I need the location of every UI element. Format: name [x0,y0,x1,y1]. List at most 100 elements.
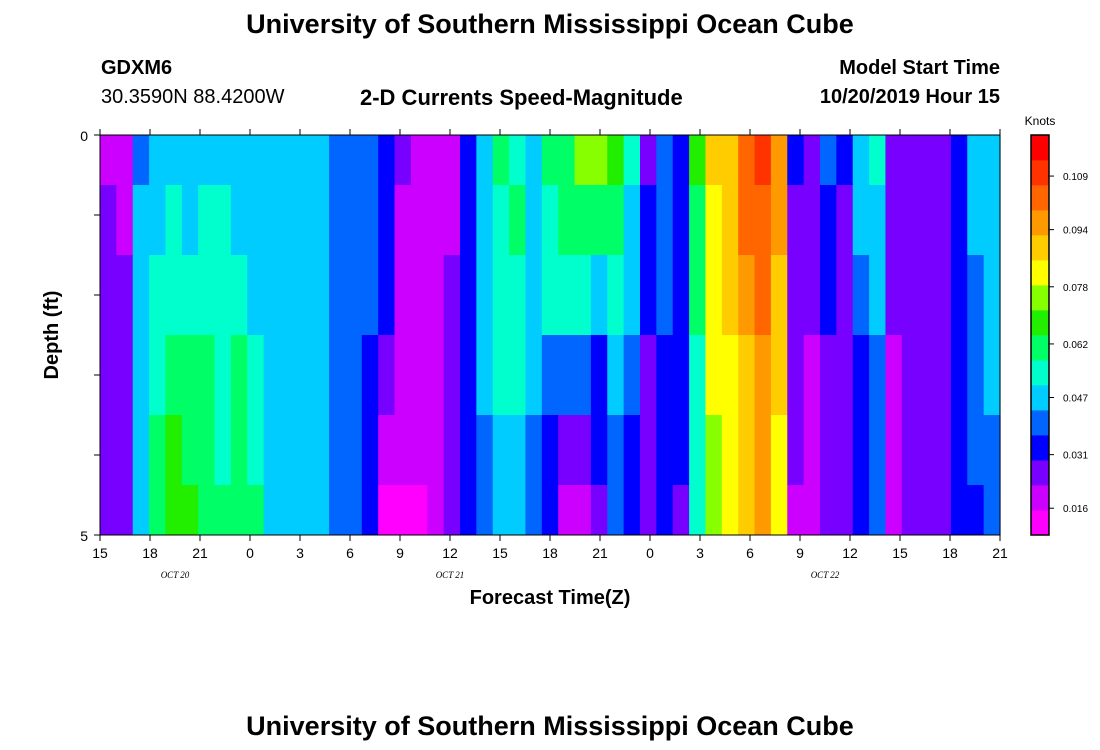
heatmap-cell [198,335,216,416]
heatmap-cell [967,485,985,536]
heatmap-cell [149,255,167,336]
heatmap-cell [361,135,379,186]
heatmap-cell [247,255,265,336]
heatmap-cell [198,415,216,486]
heatmap-cell [492,415,510,486]
heatmap-cell [460,255,477,336]
heatmap-cell [918,255,936,336]
heatmap-cell [836,335,854,416]
heatmap-cell [280,335,297,416]
heatmap-cell [787,335,805,416]
heatmap-cell [721,135,739,186]
heatmap-cell [263,185,281,256]
colorbar-swatch [1031,360,1049,386]
heatmap-cell [705,485,723,536]
heatmap-cell [296,135,314,186]
heatmap-cell [934,335,952,416]
colorbar-swatch [1031,285,1049,311]
heatmap-cell [116,485,134,536]
heatmap-cell [443,255,461,336]
heatmap-cell [934,255,952,336]
heatmap-cell [263,485,281,536]
heatmap-cell [525,135,543,186]
heatmap-cell [230,335,248,416]
heatmap-cell [836,135,854,186]
heatmap-cell [574,415,592,486]
heatmap-cell [345,185,363,256]
heatmap-cell [672,485,690,536]
x-tick-label: 12 [842,545,858,561]
colorbar-swatch [1031,510,1049,536]
heatmap-cell [541,335,559,416]
heatmap-cell [754,415,772,486]
heatmap-cell [427,415,445,486]
heatmap-cell [312,335,330,416]
heatmap-cell [950,415,968,486]
heatmap-cell [214,255,232,336]
heatmap-cell [590,185,608,256]
heatmap-cell [656,335,674,416]
heatmap-cell [476,185,494,256]
heatmap-cell [721,255,739,336]
heatmap-cell [296,255,314,336]
heatmap-cell [705,185,723,256]
heatmap-cell [852,185,870,256]
heatmap-cell [181,255,199,336]
heatmap-cell [754,135,772,186]
heatmap-cell [820,185,837,256]
heatmap-cell [181,185,199,256]
heatmap-cell [116,185,134,256]
heatmap-cell [623,485,641,536]
heatmap-cell [345,255,363,336]
heatmap-cell [901,135,919,186]
heatmap-cell [640,135,657,186]
heatmap-cell [181,335,199,416]
heatmap-cell [983,415,1001,486]
heatmap-cell [100,335,117,416]
heatmap-cell [427,255,445,336]
heatmap-cell [558,485,576,536]
heatmap-cell [721,185,739,256]
heatmap-cell [934,185,952,256]
heatmap-cell [509,415,527,486]
heatmap-cell [149,185,167,256]
heatmap-cell [574,255,592,336]
heatmap-cell [492,185,510,256]
date-label: OCT 21 [436,570,465,580]
heatmap-cell [394,135,412,186]
heatmap-cell [885,255,903,336]
heatmap-cell [149,335,167,416]
heatmap-cell [132,415,150,486]
heatmap-cell [787,185,805,256]
heatmap-cell [296,185,314,256]
heatmap-cell [181,485,199,536]
heatmap-cell [247,335,265,416]
heatmap-cell [525,185,543,256]
heatmap-cell [116,255,134,336]
heatmap-cell [918,335,936,416]
heatmap-cell [460,135,477,186]
heatmap-cell [885,135,903,186]
heatmap-cell [100,415,117,486]
heatmap-cell [443,335,461,416]
heatmap-cell [460,485,477,536]
heatmap-cell [623,185,641,256]
heatmap-cell [378,485,396,536]
colorbar-swatch [1031,410,1049,436]
colorbar-swatch [1031,210,1049,236]
colorbar-swatch [1031,310,1049,336]
heatmap-cell [672,415,690,486]
x-tick-label: 18 [142,545,158,561]
heatmap-cell [165,185,183,256]
heatmap-cell [967,135,985,186]
heatmap-cell [869,135,887,186]
heatmap-cell [689,485,707,536]
heatmap-cell [885,485,903,536]
heatmap-cell [607,135,625,186]
heatmap-cell [541,135,559,186]
heatmap-cell [476,135,494,186]
heatmap-cell [590,415,608,486]
heatmap-cell [312,255,330,336]
heatmap-cell [689,135,707,186]
